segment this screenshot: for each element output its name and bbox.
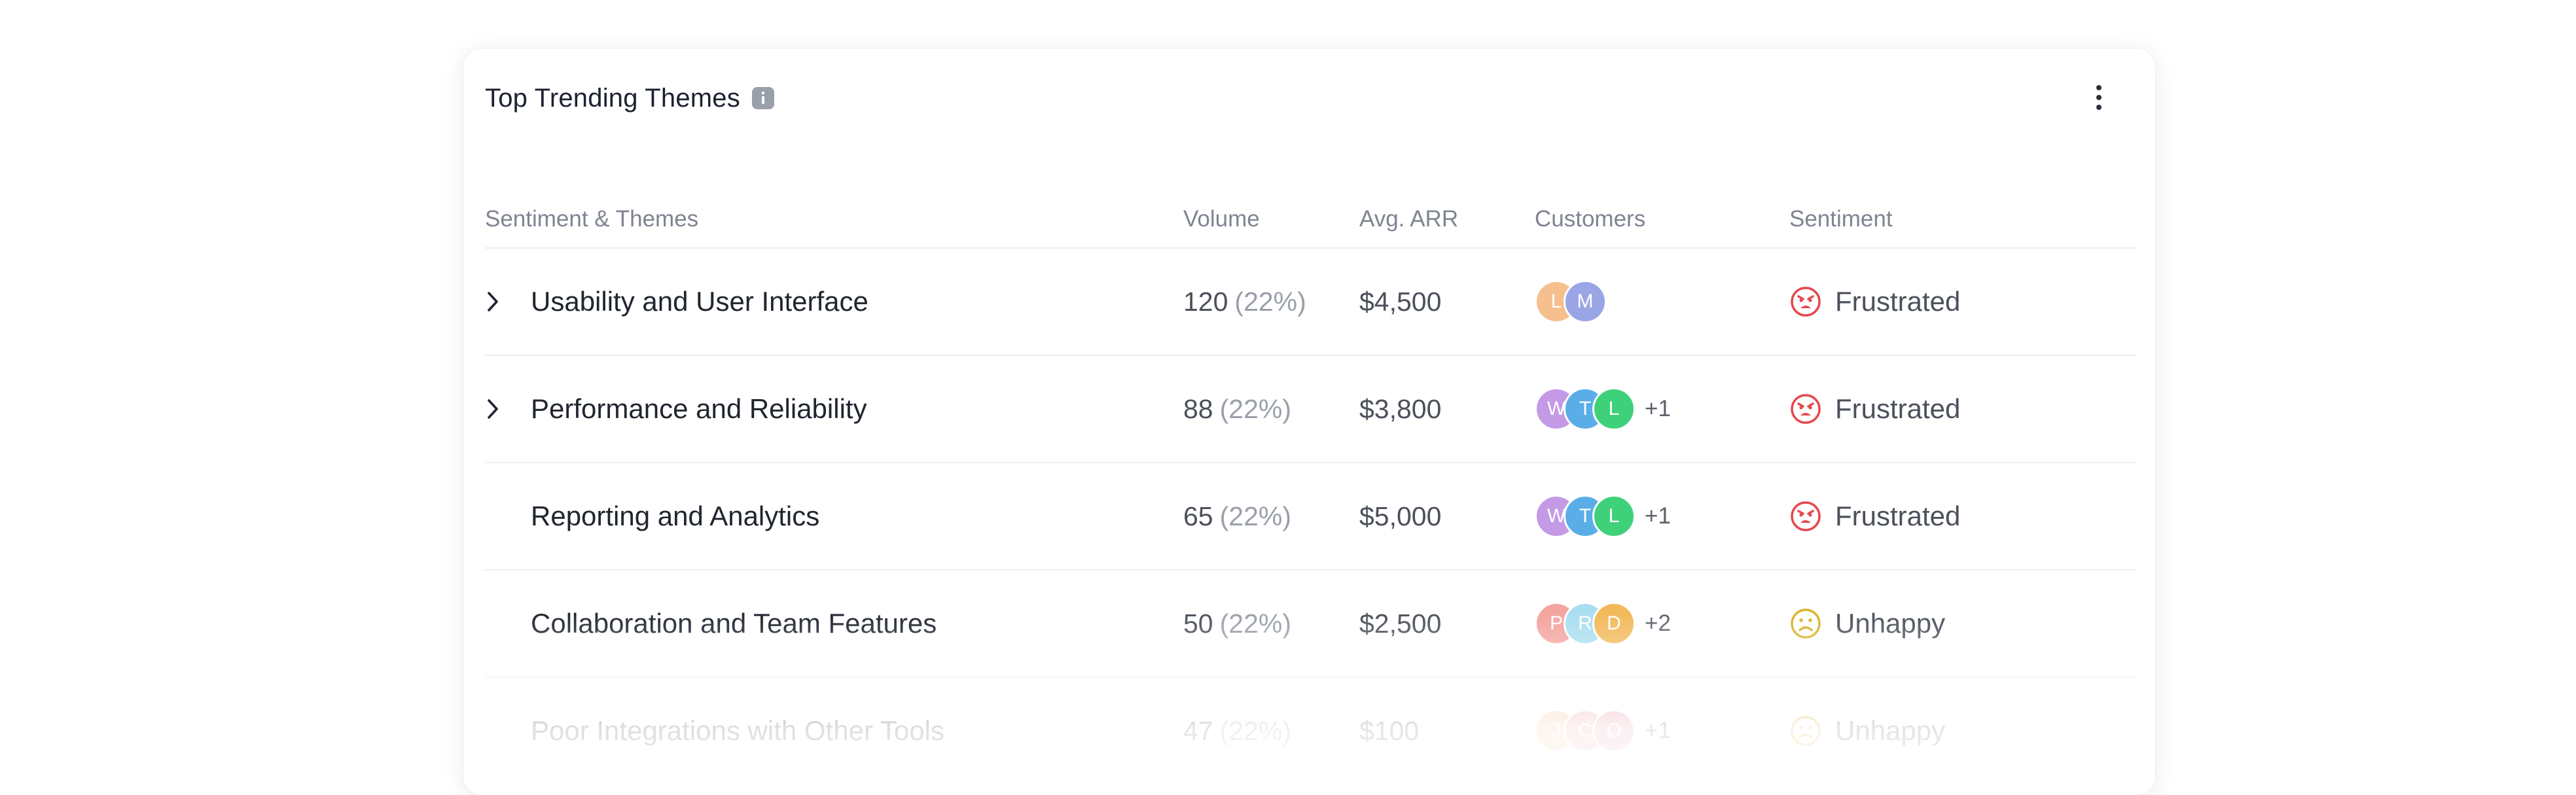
sentiment-label: Unhappy	[1835, 608, 1946, 639]
avatar[interactable]: M	[1564, 280, 1607, 323]
sentiment-label: Frustrated	[1835, 501, 1961, 531]
more-customers-count[interactable]: +1	[1645, 396, 1671, 421]
column-header-arr[interactable]: Avg. ARR	[1359, 206, 1459, 232]
top-trending-themes-card: Top Trending Themes Sentiment & Themes V…	[463, 49, 2155, 795]
unhappy-face-icon	[1789, 607, 1822, 640]
avg-arr-value: $2,500	[1359, 608, 1442, 639]
avatar[interactable]: L	[1592, 495, 1636, 538]
avatar[interactable]: L	[1592, 387, 1636, 431]
avg-arr-value: $3,800	[1359, 393, 1442, 424]
unhappy-face-icon	[1789, 715, 1822, 747]
sentiment-label: Frustrated	[1835, 286, 1961, 317]
theme-name[interactable]: Collaboration and Team Features	[531, 608, 937, 639]
column-header-volume[interactable]: Volume	[1183, 206, 1260, 232]
volume-value: 47	[1183, 715, 1213, 746]
more-customers-count[interactable]: +2	[1645, 610, 1671, 636]
table-body: Usability and User Interface 120 (22%) $4,5…	[485, 249, 2137, 785]
volume-percent: (22%)	[1219, 608, 1291, 639]
frustrated-face-icon	[1789, 500, 1822, 533]
avg-arr-value: $5,000	[1359, 501, 1442, 531]
avg-arr-value: $4,500	[1359, 286, 1442, 317]
theme-name[interactable]: Poor Integrations with Other Tools	[531, 715, 944, 746]
column-header-theme[interactable]: Sentiment & Themes	[485, 206, 699, 232]
volume-value: 65	[1183, 501, 1213, 531]
theme-name[interactable]: Reporting and Analytics	[531, 501, 820, 531]
frustrated-face-icon	[1789, 393, 1822, 425]
sentiment-label: Frustrated	[1835, 393, 1961, 424]
sentiment-label: Unhappy	[1835, 715, 1946, 746]
chevron-right-icon[interactable]	[485, 356, 511, 462]
info-icon[interactable]	[751, 87, 774, 109]
card-header: Top Trending Themes	[485, 79, 774, 118]
more-options-icon[interactable]	[2087, 78, 2111, 117]
chevron-right-icon[interactable]	[485, 249, 511, 355]
volume-value: 50	[1183, 608, 1213, 639]
column-header-sentiment[interactable]: Sentiment	[1789, 206, 1893, 232]
more-customers-count[interactable]: +1	[1645, 718, 1671, 743]
themes-table: Sentiment & Themes Volume Avg. ARR Custo…	[485, 154, 2137, 785]
theme-name[interactable]: Performance and Reliability	[531, 393, 867, 424]
table-row[interactable]: Usability and User Interface 120 (22%) $4,5…	[485, 249, 2137, 356]
volume-percent: (22%)	[1219, 501, 1291, 531]
volume-percent: (22%)	[1219, 393, 1291, 424]
avatar[interactable]: D	[1592, 602, 1636, 645]
table-row[interactable]: Reporting and Analytics 65 (22%) $5,000 W T L +…	[485, 463, 2137, 571]
table-row[interactable]: Collaboration and Team Features 50 (22%) $2…	[485, 571, 2137, 678]
avg-arr-value: $100	[1359, 715, 1420, 746]
volume-percent: (22%)	[1234, 286, 1306, 317]
table-row[interactable]: Performance and Reliability 88 (22%) $3,800…	[485, 356, 2137, 463]
avatar[interactable]: O	[1592, 709, 1636, 752]
table-header: Sentiment & Themes Volume Avg. ARR Custo…	[485, 154, 2137, 249]
card-title: Top Trending Themes	[485, 83, 740, 113]
volume-value: 88	[1183, 393, 1213, 424]
table-row[interactable]: Poor Integrations with Other Tools 47 (22%…	[485, 678, 2137, 785]
volume-value: 120	[1183, 286, 1228, 317]
column-header-customers[interactable]: Customers	[1535, 206, 1646, 232]
volume-percent: (22%)	[1219, 715, 1291, 746]
more-customers-count[interactable]: +1	[1645, 503, 1671, 529]
theme-name[interactable]: Usability and User Interface	[531, 286, 868, 317]
frustrated-face-icon	[1789, 285, 1822, 318]
